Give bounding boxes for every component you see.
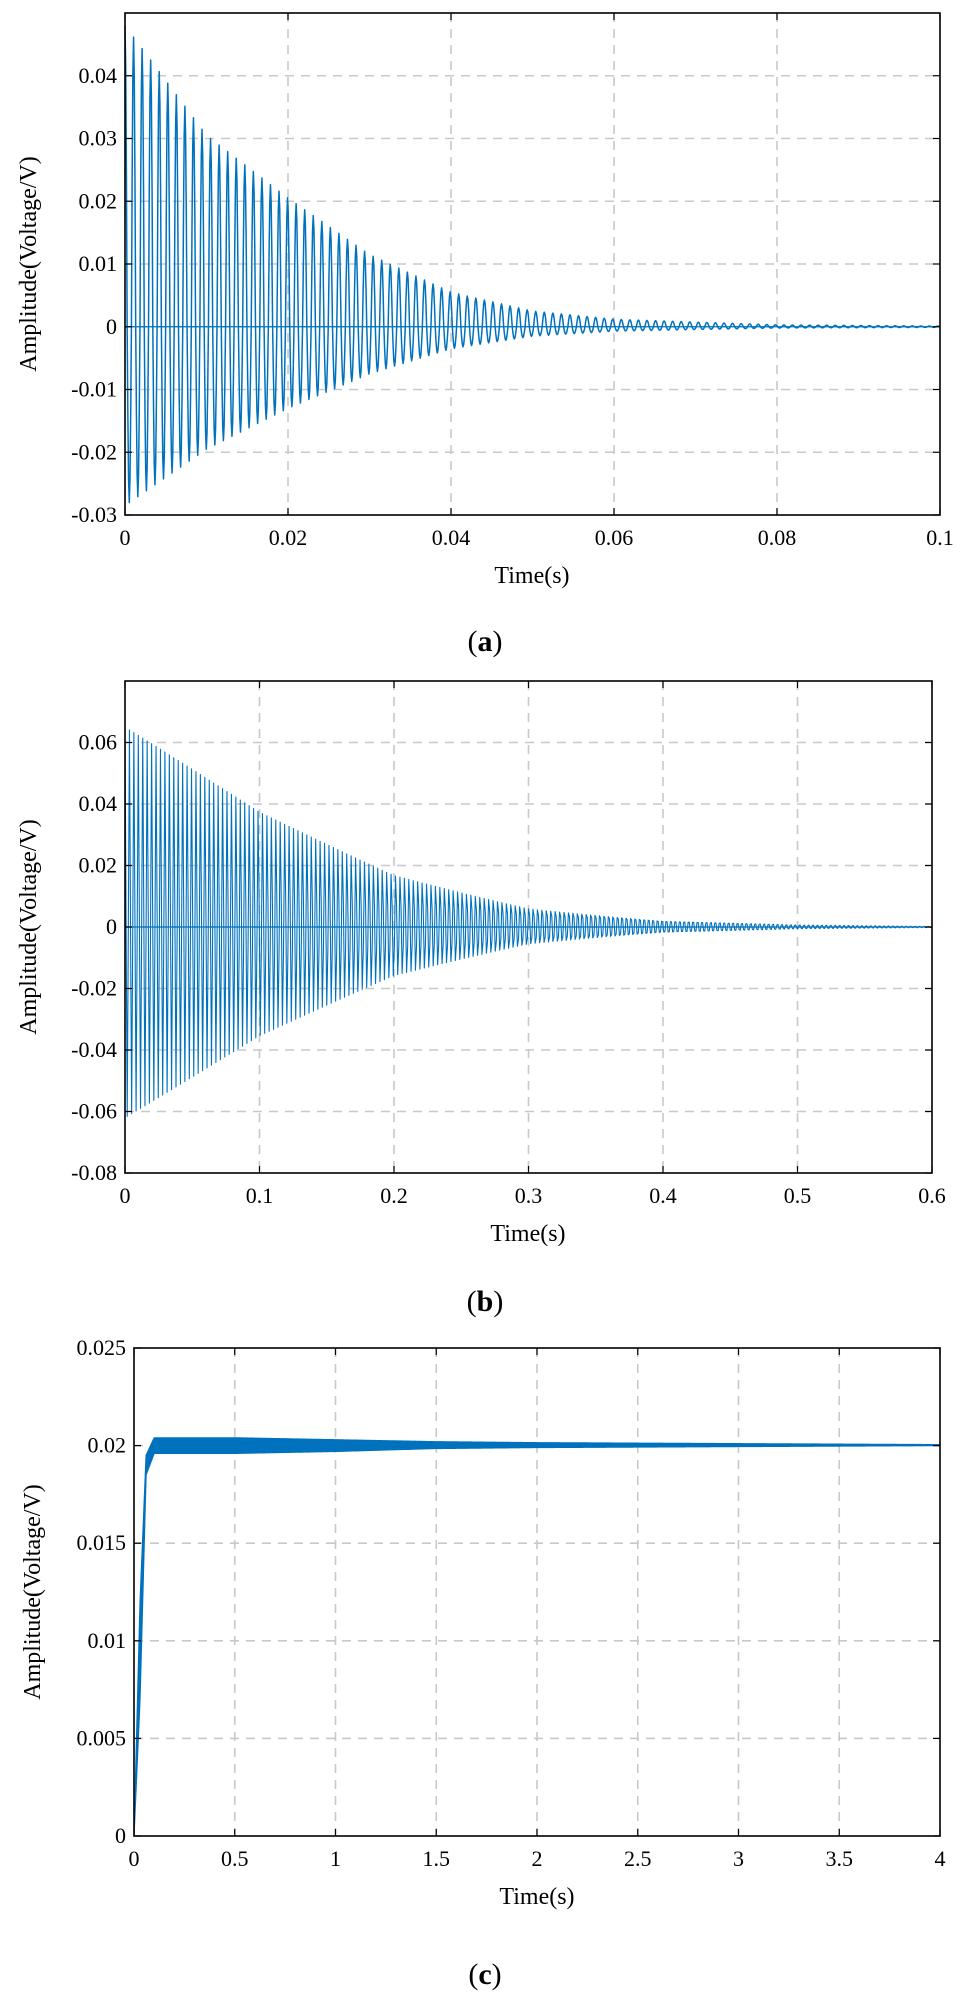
panel-b-caption-letter: b [477,1285,494,1318]
panel-b-ytick-label: 0.02 [79,853,118,878]
panel-a-xtick-label: 0.1 [926,525,954,550]
panel-a-grid [125,13,940,515]
panel-a-series-line [124,25,941,504]
panel-a: 0 0.02 0.04 0.06 0.08 0.1 -0.03 -0.02 -0.01 0 0.01… [16,12,954,658]
panel-c-xtick-label: 2.5 [624,1846,652,1871]
panel-a-series [124,25,941,504]
panel-c-ytick-label: 0.005 [77,1725,127,1750]
panel-c-xlabel: Time(s) [499,1884,574,1910]
panel-c-caption-letter: c [478,1958,491,1991]
panel-b-ytick-label: -0.08 [71,1160,117,1185]
panel-c-xtick-label: 0 [129,1846,140,1871]
panel-a-ytick-label: -0.03 [71,502,117,527]
panel-a-xlabel: Time(s) [494,563,569,589]
panel-a-ytick-label: 0.01 [79,251,118,276]
panel-c-caption: (c) [468,1958,501,1991]
panel-c-ytick-label: 0.02 [88,1433,127,1458]
panel-b-xtick-label: 0.5 [784,1183,812,1208]
panel-c-xtick-label: 0.5 [221,1846,249,1871]
panel-b: 0 0.1 0.2 0.3 0.4 0.5 0.6 -0.08 -0.06 -0.04 -0.02 0… [16,680,946,1318]
panel-b-ytick-label: -0.02 [71,976,117,1001]
panel-b-xtick-label: 0 [120,1183,131,1208]
panel-b-ytick-label: 0.06 [79,730,118,755]
panel-c-ytick-label: 0 [115,1823,126,1848]
panel-b-xlabel: Time(s) [490,1221,565,1247]
panel-c-ytick-label: 0.015 [77,1530,127,1555]
panel-c-xtick-label: 3 [733,1846,744,1871]
panel-c-ylabel: Amplitude(Voltage/V) [20,1484,46,1700]
panel-c: 0 0.5 1 1.5 2 2.5 3 3.5 4 0 0.005 0.01 0.015 0.02 0.02… [20,1335,946,1991]
panel-c-xtick-label: 1 [330,1846,341,1871]
panel-a-ytick-label: -0.01 [71,377,117,402]
panel-a-ytick-label: 0 [106,314,117,339]
panel-a-ticks: 0 0.02 0.04 0.06 0.08 0.1 -0.03 -0.02 -0.01 0 0.01… [71,13,954,550]
panel-c-ticks: 0 0.5 1 1.5 2 2.5 3 3.5 4 0 0.005 0.01 0.015 0.02 0.02… [77,1335,946,1871]
panel-b-series-line [124,727,933,1117]
panel-c-grid [134,1348,940,1836]
panel-a-ytick-label: 0.04 [79,63,118,88]
panel-c-xtick-label: 3.5 [826,1846,854,1871]
panel-b-series [124,727,933,1117]
panel-b-xtick-label: 0.2 [380,1183,408,1208]
panel-b-xtick-label: 0.4 [649,1183,677,1208]
panel-a-ytick-label: -0.02 [71,439,117,464]
panel-a-xtick-label: 0.02 [269,525,308,550]
panel-a-ylabel: Amplitude(Voltage/V) [16,156,42,372]
panel-c-ytick-label: 0.025 [77,1335,127,1360]
panel-a-xtick-label: 0.08 [758,525,797,550]
panel-b-caption: (b) [467,1285,504,1318]
panel-a-ytick-label: 0.02 [79,188,118,213]
panel-b-ytick-label: -0.04 [71,1037,117,1062]
panel-a-ytick-label: 0.03 [79,126,118,151]
panel-b-ticks: 0 0.1 0.2 0.3 0.4 0.5 0.6 -0.08 -0.06 -0.04 -0.02 0… [71,681,946,1208]
panel-b-ytick-label: 0.04 [79,791,118,816]
panel-a-xtick-label: 0 [120,525,131,550]
panel-a-caption-letter: a [478,625,493,658]
panel-a-caption: (a) [468,625,503,658]
panel-a-xtick-label: 0.06 [595,525,634,550]
panel-b-ytick-label: 0 [106,914,117,939]
panel-a-xtick-label: 0.04 [432,525,471,550]
panel-c-xtick-label: 2 [532,1846,543,1871]
panel-c-xtick-label: 4 [935,1846,946,1871]
panel-b-xtick-label: 0.6 [918,1183,946,1208]
panel-c-xtick-label: 1.5 [423,1846,451,1871]
panel-b-xtick-label: 0.1 [246,1183,274,1208]
panel-c-ytick-label: 0.01 [88,1628,127,1653]
panel-b-ytick-label: -0.06 [71,1099,117,1124]
panel-b-xtick-label: 0.3 [515,1183,543,1208]
panel-b-ylabel: Amplitude(Voltage/V) [16,819,42,1035]
